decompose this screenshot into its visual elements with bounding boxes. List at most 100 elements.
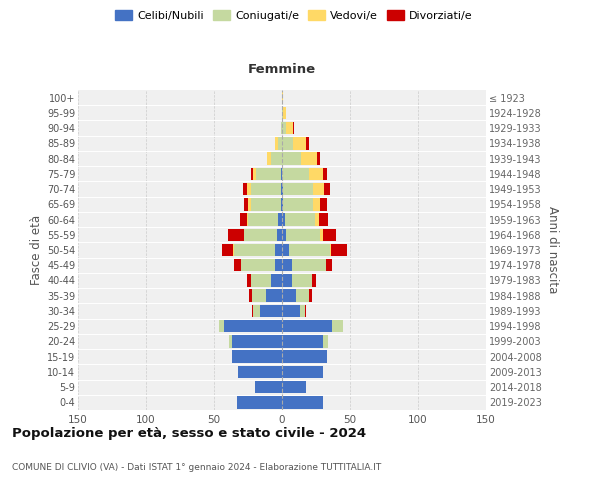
Bar (313, 198, 320, 210)
Bar (250, 290, 252, 302)
Bar (329, 244, 331, 256)
Bar (320, 228, 323, 241)
Bar (283, 183, 313, 196)
Bar (278, 214, 282, 226)
Bar (220, 320, 224, 332)
Bar (301, 152, 317, 165)
Bar (256, 168, 281, 180)
Bar (229, 335, 232, 347)
Bar (282, 168, 309, 180)
Bar (255, 381, 282, 394)
Bar (232, 335, 282, 347)
Bar (282, 381, 307, 394)
Bar (235, 244, 275, 256)
Legend: Celibi/Nubili, Coniugati/e, Vedovi/e, Divorziati/e: Celibi/Nubili, Coniugati/e, Vedovi/e, Di… (111, 6, 477, 25)
Text: Femmine: Femmine (248, 62, 316, 76)
Bar (323, 335, 328, 347)
Bar (307, 137, 309, 149)
Bar (282, 152, 301, 165)
Bar (248, 214, 278, 226)
Bar (282, 259, 292, 272)
Bar (252, 290, 266, 302)
Bar (331, 244, 347, 256)
Bar (253, 168, 256, 180)
Bar (222, 244, 233, 256)
Bar (282, 274, 292, 286)
Bar (266, 290, 282, 302)
Bar (286, 122, 293, 134)
Bar (247, 183, 251, 196)
Bar (247, 214, 248, 226)
Bar (247, 274, 251, 286)
Bar (242, 183, 247, 196)
Bar (275, 244, 282, 256)
Bar (248, 198, 251, 210)
Bar (224, 320, 282, 332)
Bar (332, 320, 343, 332)
Bar (282, 304, 299, 317)
Bar (271, 152, 282, 165)
Bar (282, 137, 293, 149)
Bar (282, 244, 289, 256)
Bar (289, 244, 329, 256)
Bar (281, 183, 282, 196)
Bar (320, 198, 327, 210)
Bar (235, 259, 241, 272)
Bar (296, 290, 309, 302)
Bar (237, 396, 282, 408)
Bar (233, 244, 235, 256)
Bar (305, 304, 307, 317)
Bar (282, 106, 283, 119)
Bar (277, 228, 282, 241)
Bar (282, 183, 283, 196)
Bar (286, 228, 320, 241)
Text: Popolazione per età, sesso e stato civile - 2024: Popolazione per età, sesso e stato civil… (12, 428, 366, 440)
Bar (275, 259, 282, 272)
Bar (232, 350, 282, 363)
Bar (314, 214, 319, 226)
Bar (293, 137, 307, 149)
Bar (309, 168, 323, 180)
Bar (323, 228, 337, 241)
Bar (309, 290, 312, 302)
Bar (299, 304, 305, 317)
Bar (251, 198, 281, 210)
Bar (244, 228, 277, 241)
Bar (281, 198, 282, 210)
Bar (319, 214, 328, 226)
Bar (312, 274, 316, 286)
Bar (313, 183, 324, 196)
Bar (252, 304, 253, 317)
Y-axis label: Anni di nascita: Anni di nascita (546, 206, 559, 294)
Bar (282, 396, 323, 408)
Bar (251, 168, 253, 180)
Bar (283, 106, 286, 119)
Bar (282, 228, 286, 241)
Bar (282, 335, 323, 347)
Bar (281, 168, 282, 180)
Bar (283, 198, 313, 210)
Bar (275, 137, 278, 149)
Bar (317, 152, 320, 165)
Bar (281, 122, 282, 134)
Bar (324, 183, 329, 196)
Bar (292, 274, 312, 286)
Bar (227, 228, 244, 241)
Bar (326, 259, 332, 272)
Bar (267, 152, 271, 165)
Bar (285, 214, 314, 226)
Bar (282, 92, 283, 104)
Bar (282, 290, 296, 302)
Bar (292, 259, 326, 272)
Bar (282, 214, 285, 226)
Bar (323, 168, 327, 180)
Bar (282, 320, 332, 332)
Bar (244, 198, 248, 210)
Bar (282, 350, 327, 363)
Bar (278, 137, 282, 149)
Bar (238, 366, 282, 378)
Bar (282, 198, 283, 210)
Bar (253, 304, 260, 317)
Bar (260, 304, 282, 317)
Bar (241, 259, 275, 272)
